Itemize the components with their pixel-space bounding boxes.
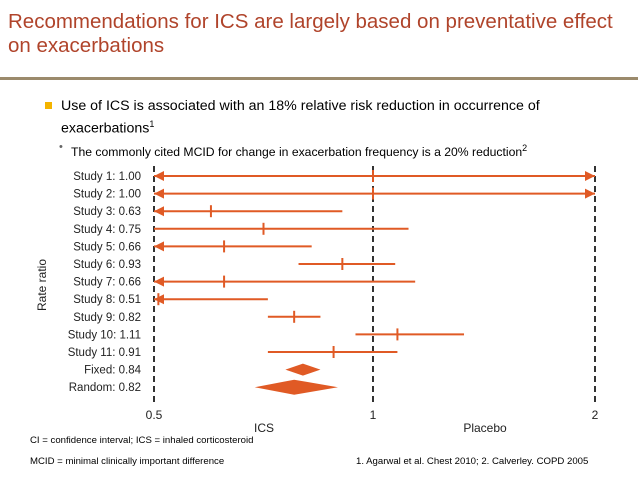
pooled-label: Fixed: 0.84 [84,365,141,377]
pooled-row: Fixed: 0.84 [84,363,321,377]
study-label: Study 5: 0.66 [73,241,141,253]
forest-plot: Study 1: 1.00 Study 2: 1.00 Study 3: 0.63 S… [35,166,599,435]
study-row: Study 2: 1.00 [73,187,595,201]
study-row: Study 1: 1.00 [73,170,595,183]
study-label: Study 7: 0.66 [73,277,141,289]
sub-bullet-ref: 2 [522,143,528,153]
study-right-arrow [585,171,595,181]
study-label: Study 2: 1.00 [73,189,141,201]
study-left-arrow [154,276,164,287]
slide-title: Recommendations for ICS are largely base… [8,10,613,57]
x-tick-label: 0.5 [146,408,163,422]
study-row: Study 10: 1.11 [68,328,465,341]
sub-bullet-text: The commonly cited MCID for change in ex… [71,145,523,160]
study-row: Study 5: 0.66 [73,240,312,253]
study-row: Study 7: 0.66 [73,275,416,289]
study-row: Study 3: 0.63 [73,205,343,218]
y-axis-title: Rate ratio [35,259,49,311]
pooled-diamond [285,363,321,376]
study-label: Study 8: 0.51 [73,294,141,306]
references: 1. Agarwal et al. Chest 2010; 2. Calverl… [356,456,589,467]
x-left-direction-label: ICS [254,421,274,435]
study-label: Study 11: 0.91 [68,347,141,359]
study-label: Study 3: 0.63 [73,206,141,218]
study-left-arrow [154,241,164,252]
main-bullet-text: Use of ICS is associated with an 18% rel… [61,98,540,137]
study-left-arrow [154,188,164,199]
x-right-direction-label: Placebo [463,421,507,435]
pooled-diamond [254,379,338,395]
study-label: Study 9: 0.82 [73,312,141,324]
sub-bullet: The commonly cited MCID for change in ex… [71,140,631,160]
mcid-footnote: MCID = minimal clinically important diff… [30,456,225,467]
main-bullet: Use of ICS is associated with an 18% rel… [61,97,631,138]
study-label: Study 4: 0.75 [73,224,141,236]
bullet-square-icon [45,102,52,109]
study-label: Study 6: 0.93 [73,259,141,271]
pooled-label: Random: 0.82 [69,382,141,394]
study-label: Study 1: 1.00 [73,171,141,183]
study-row: Study 9: 0.82 [73,310,321,324]
study-left-arrow [154,171,164,181]
study-label: Study 10: 1.11 [68,329,141,341]
study-right-arrow [585,188,595,199]
title-divider [0,77,638,80]
study-row: Study 4: 0.75 [73,222,409,236]
abbreviation-footnote: CI = confidence interval; ICS = inhaled … [30,435,254,446]
pooled-row: Random: 0.82 [69,379,338,395]
x-tick-label: 1 [370,408,377,422]
study-row: Study 8: 0.51 [73,293,268,306]
study-row: Study 11: 0.91 [68,346,398,359]
study-row: Study 6: 0.93 [73,258,396,271]
sub-bullet-dot-icon: • [59,141,63,153]
main-bullet-ref: 1 [149,119,155,129]
x-tick-label: 2 [592,408,599,422]
study-left-arrow [154,206,164,217]
